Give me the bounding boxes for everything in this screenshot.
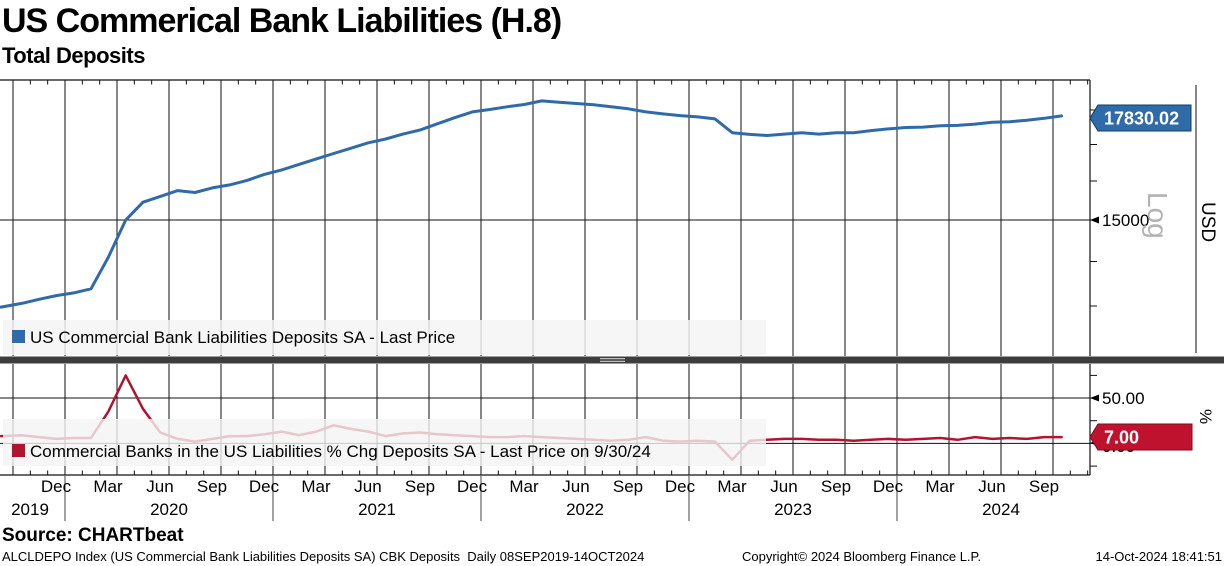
pct-unit-label: % <box>1196 409 1215 424</box>
last-price-badge-bottom[interactable] <box>1089 423 1193 451</box>
x-axis-month-label: Sep <box>405 477 435 496</box>
x-axis-month-label: Mar <box>925 477 955 496</box>
source-line: Source: CHARTbeat <box>2 525 184 546</box>
x-axis-month-label: Dec <box>873 477 904 496</box>
top-y-tick-label: 15000 <box>1102 211 1149 230</box>
tick-arrow-icon <box>1090 216 1099 224</box>
x-axis-month-label: Mar <box>717 477 747 496</box>
copyright-notice: Copyright© 2024 Bloomberg Finance L.P. <box>742 549 982 564</box>
x-axis-month-label: Sep <box>613 477 643 496</box>
last-price-badge-bottom-value: 7.00 <box>1104 428 1139 448</box>
x-axis-month-label: Dec <box>665 477 696 496</box>
security-descriptor: ALCLDEPO Index (US Commercial Bank Liabi… <box>2 549 645 564</box>
deposits-legend-swatch-icon <box>12 330 25 343</box>
bottom-y-tick-label: 50.00 <box>1102 389 1145 408</box>
top-legend-band <box>3 320 766 355</box>
x-axis-year-label: 2019 <box>11 500 49 519</box>
bottom-legend-band <box>3 419 766 466</box>
x-axis-month-label: Sep <box>821 477 851 496</box>
usd-unit-label: USD <box>1197 202 1218 242</box>
x-axis-month-label: Sep <box>197 477 227 496</box>
last-price-badge-top[interactable] <box>1089 104 1192 132</box>
x-axis-month-label: Dec <box>249 477 280 496</box>
x-axis-month-label: Dec <box>457 477 488 496</box>
tick-arrow-icon <box>1090 394 1099 402</box>
chart-subtitle: Total Deposits <box>2 43 145 68</box>
deposits-line-series[interactable] <box>0 99 1064 309</box>
last-price-badge-top-value: 17830.02 <box>1104 109 1179 129</box>
x-axis-year-label: 2024 <box>982 500 1020 519</box>
year-separators <box>64 476 898 521</box>
gridlines <box>12 80 1097 475</box>
x-axis-month-label: Jun <box>978 477 1005 496</box>
x-axis-month-label: Jun <box>562 477 589 496</box>
chart-title: US Commerical Bank Liabilities (H.8) <box>2 2 562 40</box>
x-axis-year-label: 2020 <box>150 500 188 519</box>
log-scale-label[interactable]: Log <box>1142 192 1173 239</box>
x-axis-month-label: Jun <box>146 477 173 496</box>
pct-change-legend-swatch-icon <box>12 444 25 457</box>
x-axis-year-label: 2021 <box>358 500 396 519</box>
x-axis-year-label: 2023 <box>774 500 812 519</box>
x-axis-month-label: Mar <box>509 477 539 496</box>
x-axis-month-label: Jun <box>354 477 381 496</box>
x-axis-labels: Dec Mar Jun Sep Dec Mar Jun Sep Dec Mar Jun Sep Dec M… <box>11 477 1059 519</box>
render-timestamp: 14-Oct-2024 18:41:51 <box>1095 549 1222 564</box>
deposits-legend-label[interactable]: US Commercial Bank Liabilities Deposits … <box>30 328 455 347</box>
x-axis-year-label: 2022 <box>566 500 604 519</box>
panel-separator[interactable] <box>0 356 1224 364</box>
x-axis-month-label: Dec <box>41 477 72 496</box>
x-axis-month-label: Mar <box>301 477 331 496</box>
x-axis-month-label: Sep <box>1029 477 1059 496</box>
pct-change-legend-label[interactable]: Commercial Banks in the US Liabilities %… <box>30 442 651 461</box>
x-axis-month-label: Mar <box>93 477 123 496</box>
x-axis-month-label: Jun <box>770 477 797 496</box>
